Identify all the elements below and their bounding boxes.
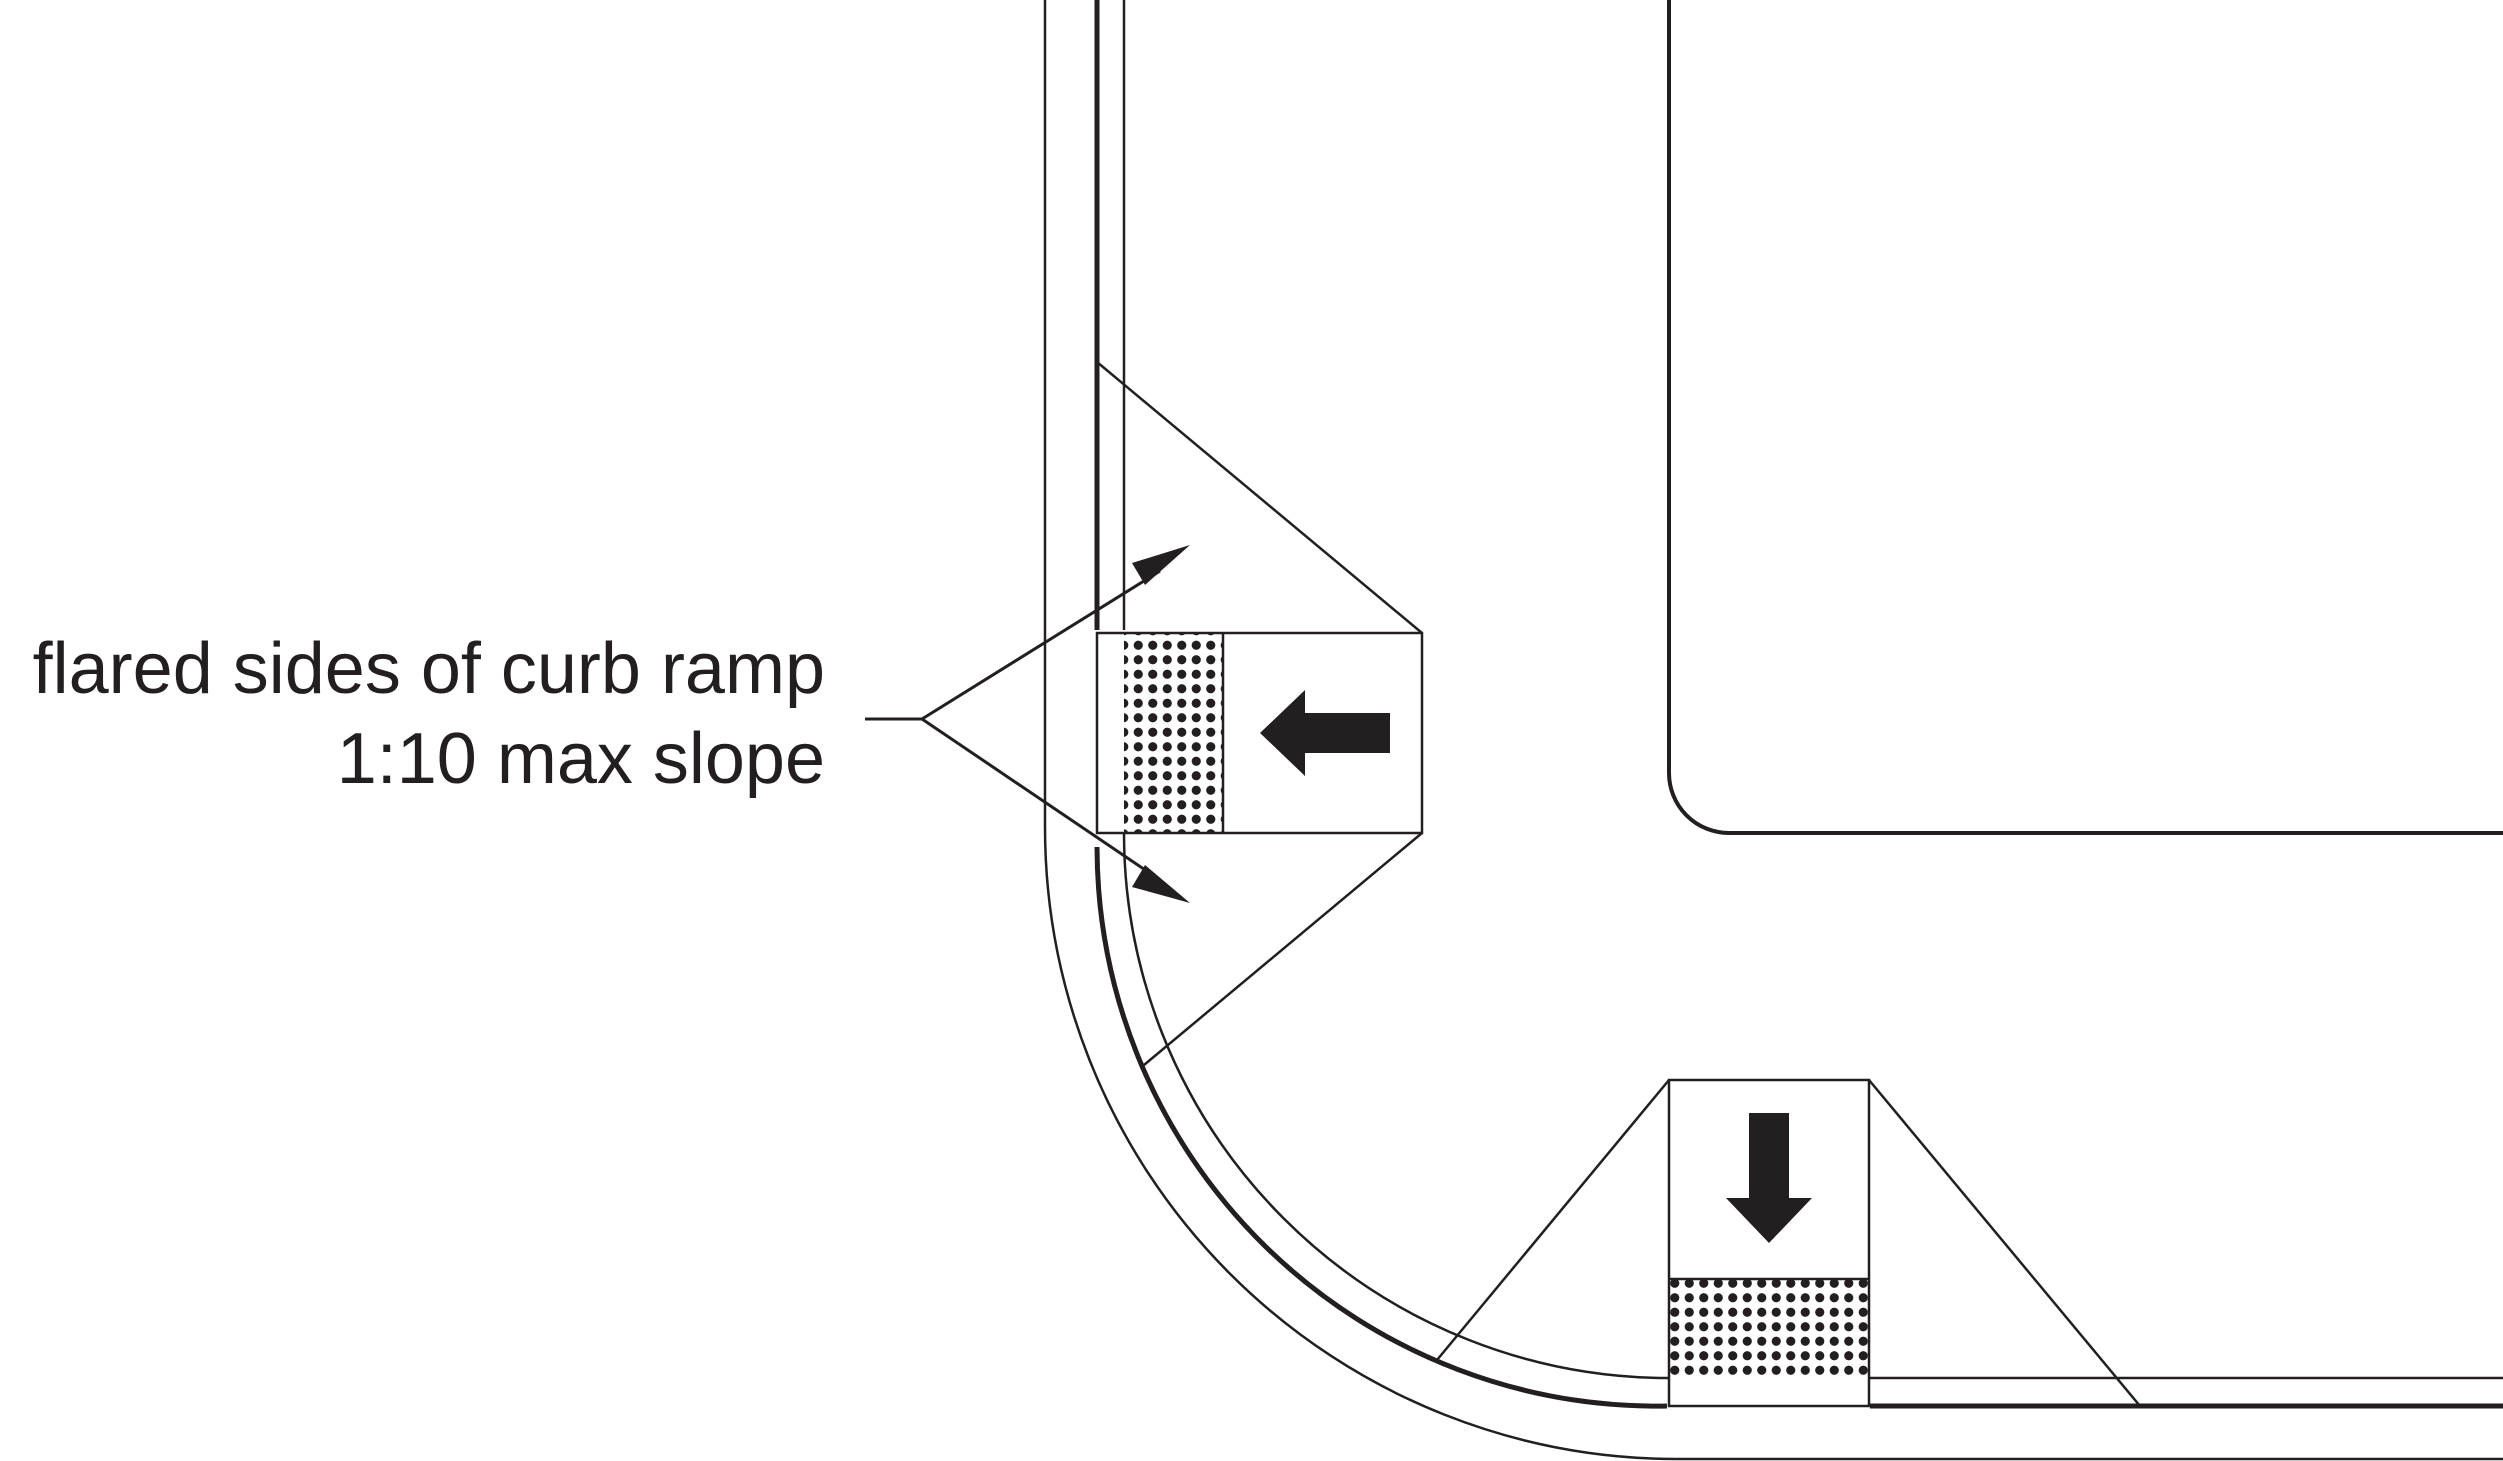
leader-upper-line [921,569,1161,721]
bottom-ramp-right-flare [1868,1079,2141,1407]
bottom-ramp-left-flare [1436,1079,1670,1361]
left-ramp-warning-strip [1124,633,1223,833]
left-ramp-run [1095,631,1424,835]
arrow-down-icon [1726,1113,1812,1243]
left-curb-ramp [1095,361,1424,1066]
curb-line-corner [1094,846,1668,1409]
left-ramp-lower-flare [1143,832,1423,1066]
curb-face-line-corner [1122,832,1670,1380]
leader-upper-arrowhead [1132,545,1190,585]
callout-line-2: 1:10 max slope [337,719,825,799]
callout-line-1: flared sides of curb ramp [33,629,825,709]
leader-lower-line [921,717,1161,882]
arrow-left-icon [1260,690,1390,776]
bottom-ramp-run [1667,1078,1871,1408]
leader-lower-arrowhead [1132,865,1190,903]
bottom-curb-ramp [1436,1078,2141,1408]
sidewalk-outer-edge [1043,0,2503,1461]
property-line [1667,0,2503,835]
callout-leader [865,545,1190,903]
left-ramp-upper-flare [1096,361,1423,634]
bottom-ramp-warning-strip [1669,1279,1869,1378]
